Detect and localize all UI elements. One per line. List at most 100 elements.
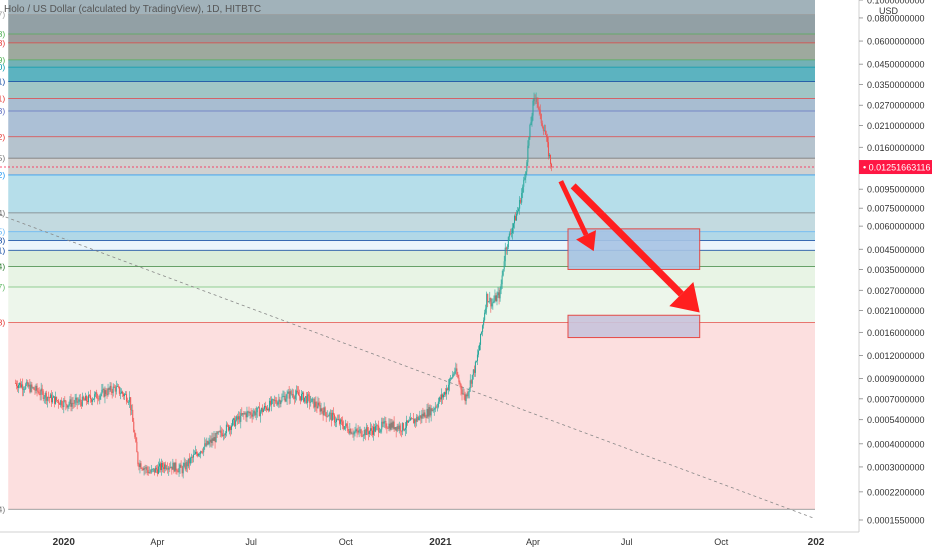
candle-body	[319, 405, 321, 412]
candle-body	[466, 394, 468, 397]
candle-body	[257, 407, 259, 408]
candle-body	[440, 394, 442, 400]
candle-body	[387, 428, 389, 429]
candle-body	[14, 383, 16, 384]
candle-body	[231, 425, 233, 431]
candle-body	[240, 413, 242, 422]
candle-body	[215, 432, 217, 443]
candle-body	[366, 427, 368, 432]
candle-body	[311, 398, 313, 402]
candle-body	[397, 426, 399, 430]
candle-body	[439, 397, 441, 400]
candle-body	[153, 468, 155, 473]
candle-body	[93, 398, 95, 400]
candle-body	[219, 430, 221, 432]
candle-body	[19, 382, 21, 385]
candle-body	[426, 409, 428, 418]
candle-body	[399, 425, 401, 431]
candle-body	[428, 407, 430, 417]
candle-body	[72, 402, 74, 404]
candle-body	[412, 418, 414, 420]
candle-body	[452, 374, 454, 378]
candle-body	[546, 136, 548, 143]
price-tick-label: 0.0800000000	[867, 13, 925, 23]
candle-body	[491, 303, 493, 307]
candle-body	[186, 462, 188, 467]
candle-body	[378, 425, 380, 433]
candle-body	[127, 401, 129, 403]
candle-body	[447, 388, 449, 390]
candle-body	[30, 384, 32, 392]
candle-body	[116, 386, 118, 387]
candle-body	[261, 408, 263, 412]
candle-body	[236, 416, 238, 421]
candle-body	[355, 429, 357, 432]
candle-body	[507, 236, 509, 248]
candle-body	[305, 396, 307, 398]
candle-body	[73, 403, 75, 404]
candle-body	[538, 107, 540, 110]
candle-body	[532, 101, 534, 116]
candle-body	[166, 468, 168, 469]
candle-body	[193, 453, 195, 455]
candle-body	[365, 427, 367, 436]
candle-body	[485, 308, 487, 313]
candle-body	[60, 400, 62, 405]
candle-body	[481, 332, 483, 334]
candle-body	[354, 431, 356, 433]
candle-body	[38, 391, 40, 395]
candle-body	[352, 433, 354, 435]
candle-body	[496, 295, 498, 302]
candle-body	[348, 431, 350, 434]
candle-body	[27, 381, 29, 387]
candle-body	[85, 395, 87, 401]
candle-body	[62, 405, 64, 407]
candle-body	[358, 430, 360, 433]
time-tick-label: Jul	[245, 537, 257, 547]
candle-body	[157, 466, 159, 474]
candle-body	[393, 421, 395, 430]
candle-body	[270, 400, 272, 405]
candle-body	[530, 122, 532, 126]
candle-body	[16, 386, 18, 388]
candle-body	[237, 416, 239, 420]
candle-body	[71, 402, 73, 407]
candle-body	[324, 407, 326, 413]
candle-body	[67, 405, 69, 408]
candle-body	[58, 400, 60, 404]
candle-body	[37, 390, 39, 392]
fib-fill-band	[8, 0, 816, 15]
candle-body	[292, 393, 294, 398]
candle-body	[499, 289, 501, 299]
candle-body	[445, 392, 447, 395]
candle-body	[84, 395, 86, 401]
candle-body	[329, 412, 331, 414]
fib-level-label: 2(0.01397699855)	[0, 153, 5, 163]
candle-body	[173, 462, 175, 472]
candle-body	[460, 384, 462, 390]
candle-body	[190, 457, 192, 458]
candle-body	[50, 394, 52, 403]
candle-body	[417, 416, 419, 421]
price-tick-label: 0.0270000000	[867, 101, 925, 111]
candle-body	[275, 400, 277, 403]
candle-body	[103, 388, 105, 397]
candle-body	[304, 397, 306, 402]
fib-fill-band	[8, 110, 816, 137]
candle-body	[126, 394, 128, 402]
candle-body	[420, 415, 422, 419]
candle-body	[207, 440, 209, 445]
candle-body	[279, 399, 281, 405]
candle-body	[167, 468, 169, 470]
candle-body	[418, 417, 420, 421]
candle-body	[513, 215, 515, 224]
candle-body	[296, 390, 298, 393]
candle-body	[495, 295, 497, 302]
price-tick-label: 0.0075000000	[867, 204, 925, 214]
candle-body	[276, 402, 278, 405]
candle-body	[120, 391, 122, 394]
candle-body	[367, 431, 369, 435]
candle-body	[525, 171, 527, 178]
candle-body	[335, 419, 337, 422]
candle-body	[521, 193, 523, 203]
